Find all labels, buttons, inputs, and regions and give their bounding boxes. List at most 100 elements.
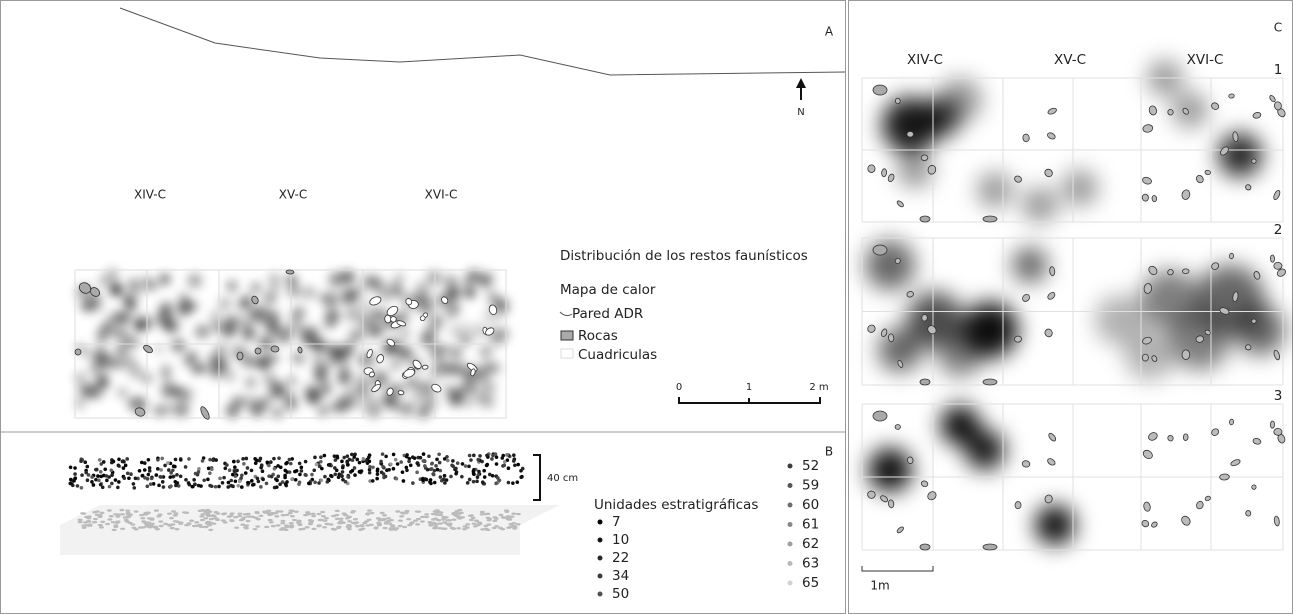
- point: [101, 460, 106, 464]
- heat-blob: [223, 315, 233, 324]
- point: [431, 472, 436, 477]
- heat-blob: [1012, 247, 1048, 283]
- point: [159, 475, 163, 479]
- floor-item: [456, 512, 462, 515]
- label: XVI-C: [425, 188, 458, 202]
- heat-blob: [226, 280, 238, 292]
- floor-item: [108, 515, 114, 518]
- floor-item: [111, 528, 117, 532]
- rock: [1276, 268, 1286, 277]
- point: [267, 463, 271, 468]
- label: Unidades estratigráficas: [594, 497, 758, 513]
- floor-item: [395, 510, 401, 513]
- floor-item: [424, 515, 430, 519]
- rock: [396, 320, 407, 327]
- point: [415, 461, 420, 465]
- floor-item: [254, 511, 260, 515]
- point: [460, 474, 464, 479]
- floor-item: [208, 528, 214, 532]
- point: [333, 466, 337, 470]
- point: [339, 473, 344, 478]
- point: [394, 476, 399, 481]
- point: [467, 464, 471, 469]
- rock: [1151, 521, 1158, 528]
- point: [160, 456, 165, 461]
- point: [132, 486, 137, 490]
- heat-blob: [105, 268, 119, 282]
- rock: [89, 287, 101, 297]
- heat-blob: [343, 271, 357, 284]
- floor-item: [336, 525, 342, 529]
- point: [142, 461, 147, 465]
- point: [107, 484, 112, 489]
- heat-blob: [475, 371, 488, 385]
- floor-item: [181, 511, 187, 514]
- rock: [405, 298, 413, 306]
- point: [146, 457, 151, 462]
- rock: [919, 543, 931, 551]
- heat-blob: [135, 396, 148, 408]
- point: [117, 457, 121, 462]
- floor-item: [311, 527, 317, 531]
- heat-blob: [250, 282, 261, 293]
- floor-item: [115, 515, 121, 518]
- rock: [1014, 501, 1022, 510]
- heat-blob: [1235, 305, 1285, 355]
- rock: [1047, 458, 1056, 466]
- rock: [1219, 307, 1230, 315]
- label: XIV-C: [134, 188, 166, 202]
- point: [441, 477, 446, 482]
- heat-blob: [74, 371, 86, 384]
- rock: [412, 359, 422, 370]
- floor-item: [152, 525, 158, 529]
- floor-item: [220, 519, 226, 522]
- floor-item: [288, 521, 294, 525]
- point: [283, 468, 288, 473]
- rock: [431, 383, 442, 393]
- heat-blob: [89, 360, 106, 377]
- rock: [896, 200, 904, 208]
- floor-item: [383, 522, 389, 525]
- heat-blob: [258, 335, 275, 352]
- rock: [1181, 515, 1191, 526]
- rock: [920, 480, 929, 488]
- point: [220, 481, 225, 485]
- floor-item: [428, 522, 434, 525]
- floor-item: [105, 522, 111, 526]
- heat-blob: [268, 383, 285, 400]
- floor-item: [97, 515, 103, 519]
- floor-item: [258, 514, 264, 518]
- point: [353, 452, 357, 457]
- floor-item: [267, 518, 273, 522]
- floor-item: [346, 524, 352, 528]
- point: [410, 455, 415, 459]
- point: [84, 470, 89, 475]
- floor-item: [255, 525, 261, 528]
- floor-item: [110, 521, 116, 524]
- point: [345, 454, 350, 458]
- floor-item: [304, 526, 310, 529]
- point: [379, 459, 383, 464]
- floor-item: [245, 519, 251, 523]
- heat-blob: [1062, 170, 1098, 206]
- point: [133, 476, 138, 481]
- point: [173, 457, 178, 462]
- legend: [559, 311, 821, 404]
- unit-dot: [597, 573, 603, 579]
- floor-item: [443, 516, 449, 519]
- label: 2 m: [809, 382, 828, 393]
- heat-blob: [868, 448, 912, 492]
- heat-blob: [318, 382, 332, 396]
- point-cloud: [60, 452, 793, 597]
- heat-blob: [340, 362, 349, 371]
- heat-blob: [480, 394, 495, 409]
- rock: [1143, 283, 1152, 294]
- floor-item: [81, 512, 87, 515]
- rock: [1049, 266, 1056, 277]
- point: [429, 462, 434, 466]
- heat-blob: [286, 275, 298, 288]
- heatmap-c: [865, 60, 1285, 545]
- heat-blob: [442, 384, 453, 394]
- heat-blob: [390, 400, 403, 413]
